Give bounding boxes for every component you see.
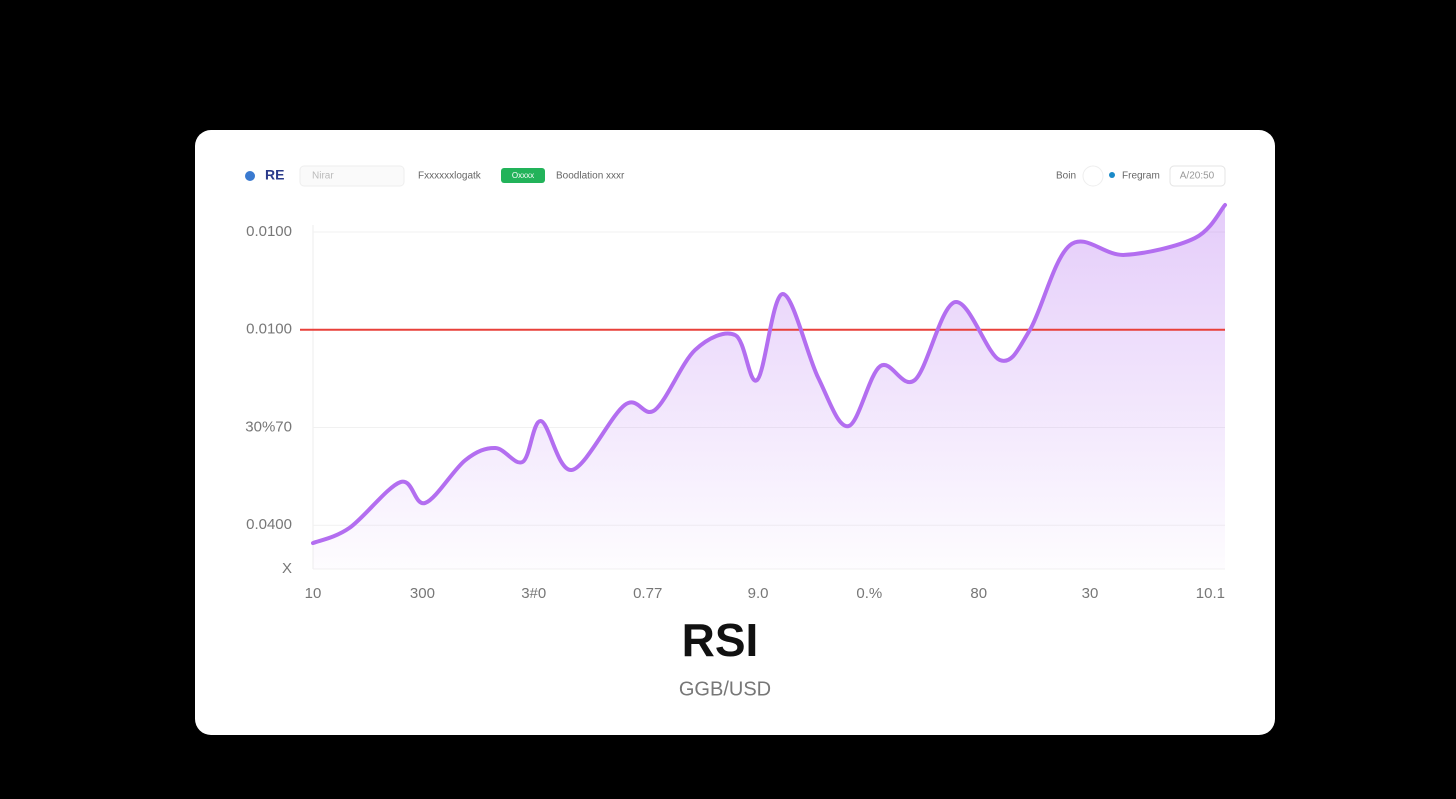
x-tick-label: 0.77 xyxy=(633,585,662,602)
x-tick-label: 3#0 xyxy=(521,585,546,602)
toggle[interactable] xyxy=(1082,165,1104,187)
x-tick-label: 30 xyxy=(1082,585,1099,602)
toolbar: RE Nirar Fxxxxxxlogatk Oxxxx Boodlation … xyxy=(245,165,1226,187)
y-tick-label: 0.0100 xyxy=(246,321,292,338)
x-tick-label: 300 xyxy=(410,585,435,602)
button[interactable] xyxy=(501,168,545,183)
time-box[interactable] xyxy=(1169,165,1226,187)
x-tick-label: 0.% xyxy=(856,585,882,602)
chart-title: RSI xyxy=(682,614,759,666)
legend-dot xyxy=(1109,172,1115,178)
toggle-label: Boin xyxy=(1056,171,1076,182)
menu-item[interactable]: Boodlation xxxr xyxy=(556,171,625,182)
x-tick-label: 80 xyxy=(970,585,987,602)
button-label: Oxxxx xyxy=(512,171,534,180)
menu-item[interactable]: Fxxxxxxlogatk xyxy=(418,171,482,182)
y-tick-label: X xyxy=(282,560,292,577)
y-tick-label: 0.0400 xyxy=(246,516,292,533)
area xyxy=(313,205,1225,570)
time: A/20:50 xyxy=(1180,171,1215,182)
search-placeholder: Nirar xyxy=(312,171,334,182)
x-tick-label: 10.1 xyxy=(1196,585,1225,602)
line xyxy=(311,203,1227,546)
legend-label: Fregram xyxy=(1122,171,1160,182)
search-box[interactable] xyxy=(299,165,405,187)
y-tick-label: 30%70 xyxy=(245,418,292,435)
logo: RE xyxy=(265,167,284,183)
logo-icon xyxy=(245,171,255,181)
x-tick-label: 10 xyxy=(305,585,322,602)
chart-subtitle: GGB/USD xyxy=(679,678,771,700)
x-tick-label: 9.0 xyxy=(748,585,769,602)
y-tick-label: 0.0100 xyxy=(246,223,292,240)
